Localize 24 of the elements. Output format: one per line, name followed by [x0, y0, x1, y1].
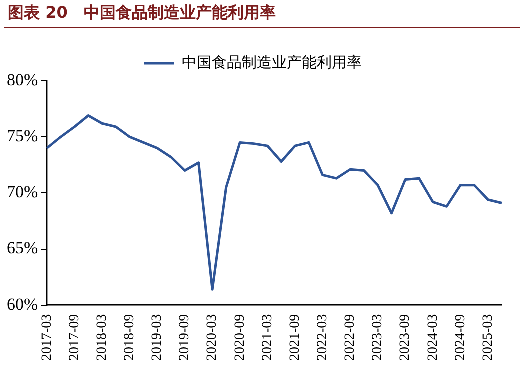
y-tick-label: 80%: [6, 70, 38, 90]
x-tick-label: 2024-03: [426, 314, 441, 362]
x-tick-label: 2021-03: [260, 314, 276, 362]
x-tick-label: 2018-09: [122, 314, 138, 362]
x-tick-label: 2023-03: [370, 314, 386, 362]
chart-title: 图表 20 中国食品制造业产能利用率: [7, 3, 276, 22]
x-tick-label: 2020-09: [232, 314, 248, 362]
x-tick-label: 2021-09: [288, 314, 303, 362]
y-tick-label: 70%: [6, 182, 38, 202]
y-tick-label: 75%: [6, 126, 38, 146]
legend-label: 中国食品制造业产能利用率: [182, 54, 362, 72]
x-tick-label: 2017-09: [67, 314, 82, 362]
x-tick-label: 2022-09: [343, 314, 358, 362]
x-tick-label: 2023-09: [398, 314, 414, 362]
x-tick-label: 2018-03: [94, 314, 110, 362]
x-tick-label: 2019-03: [150, 314, 166, 362]
x-tick-label: 2024-09: [453, 314, 468, 362]
x-tick-label: 2022-03: [315, 314, 330, 362]
x-tick-label: 2019-09: [178, 314, 193, 362]
y-tick-label: 60%: [6, 294, 38, 314]
x-tick-label: 2020-03: [205, 314, 220, 362]
y-tick-label: 65%: [6, 238, 38, 258]
x-tick-label: 2017-03: [40, 314, 55, 362]
x-tick-label: 2025-03: [480, 314, 496, 362]
